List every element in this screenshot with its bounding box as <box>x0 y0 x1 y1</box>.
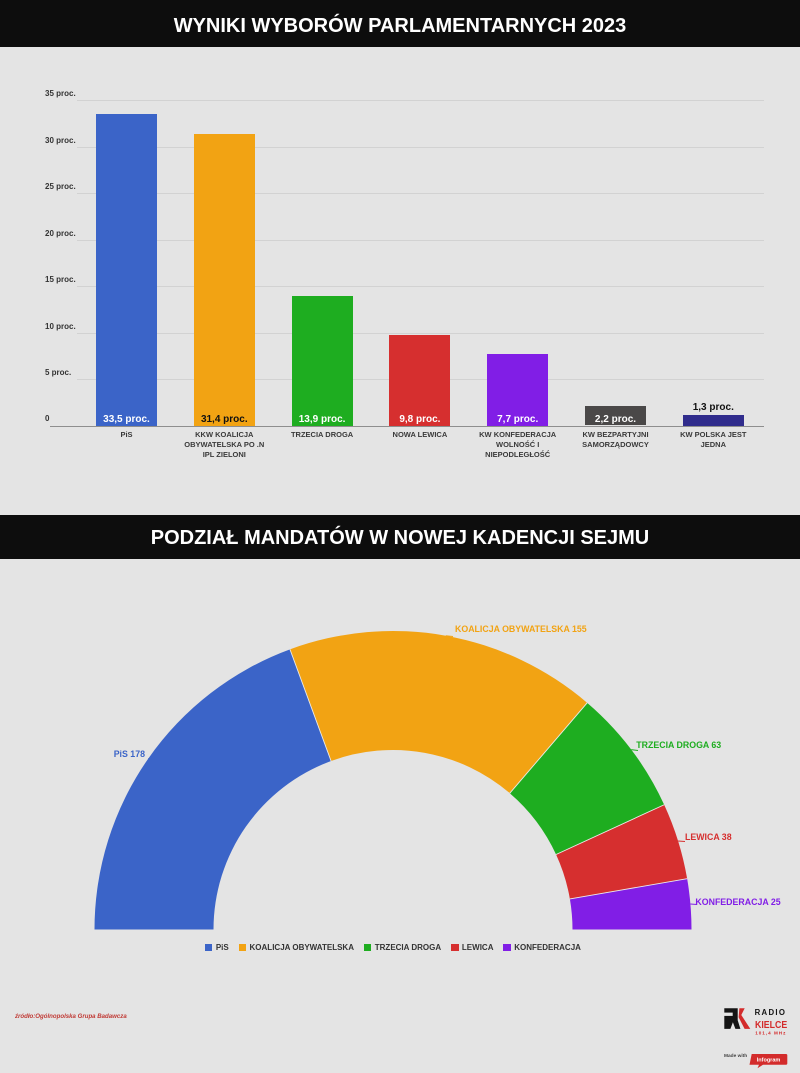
svg-text:101,4 MHz: 101,4 MHz <box>755 1030 786 1035</box>
svg-text:Infogram: Infogram <box>757 1058 781 1064</box>
svg-text:RADIO: RADIO <box>755 1008 787 1017</box>
svg-text:KIELCE: KIELCE <box>755 1018 787 1030</box>
